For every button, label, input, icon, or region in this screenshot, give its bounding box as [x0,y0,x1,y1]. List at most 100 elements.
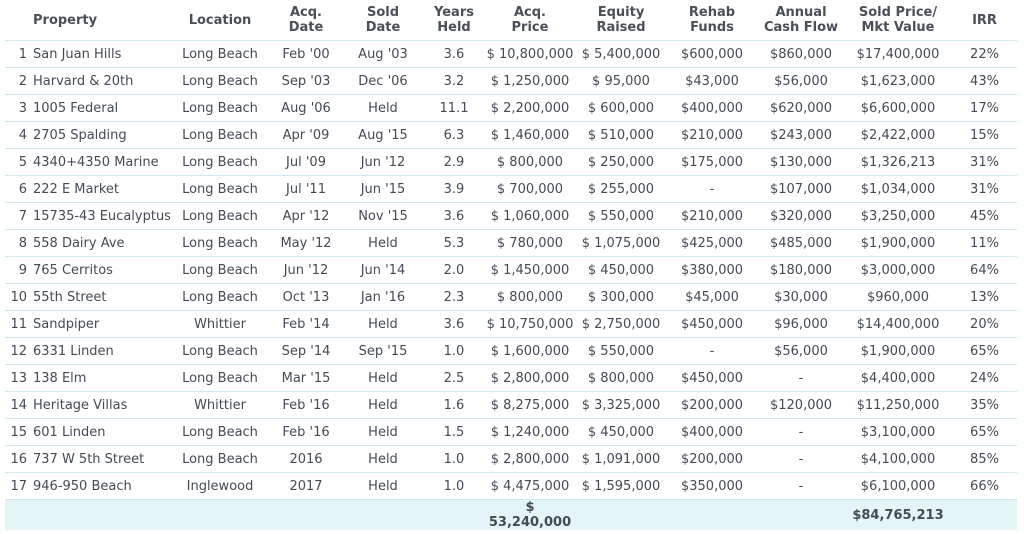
property-cell: 3 1005 Federal [5,94,170,122]
rehab-funds-cell: $350,000 [666,472,758,500]
location-cell: Long Beach [170,94,270,122]
irr-cell: 85% [952,445,1017,473]
property-cell: 13 138 Elm [5,364,170,392]
table-row: 6 222 E Market Long Beach Jul '11 Jun '15 3.9… [5,175,1017,203]
header-annual-cash-flow: Annual Cash Flow [763,5,839,35]
sold-date-cell: Held [342,364,424,392]
irr-cell: 22% [952,40,1017,68]
location-cell: Long Beach [170,418,270,446]
sold-date-cell: Nov '15 [342,202,424,230]
total-acq-price: $ 53,240,000 [484,499,576,530]
property-cell: 2 Harvard & 20th [5,67,170,95]
equity-raised-cell: $ 1,075,000 [576,229,666,257]
acq-date-cell: Feb '16 [270,418,342,446]
acq-date-cell: Feb '14 [270,310,342,338]
sold-price-cell: $4,400,000 [844,364,952,392]
location-cell: Long Beach [170,364,270,392]
years-held-cell: 1.0 [424,472,484,500]
irr-cell: 24% [952,364,1017,392]
table-row: 3 1005 Federal Long Beach Aug '06 Held 11.1 $ … [5,94,1017,122]
portfolio-table: Property Location Acq. Date Sold Date Year… [5,0,1017,530]
row-number: 3 [18,100,27,116]
years-held-cell: 3.2 [424,67,484,95]
irr-cell: 65% [952,418,1017,446]
acq-price-cell: $ 8,275,000 [484,391,576,419]
row-number: 8 [18,235,27,251]
property-name: 6331 Linden [33,343,114,359]
property-cell: 5 4340+4350 Marine [5,148,170,176]
row-number: 10 [10,289,27,305]
acq-price-cell: $ 800,000 [484,148,576,176]
years-held-cell: 2.3 [424,283,484,311]
header-years-held: Years Held [434,5,474,35]
cash-flow-cell: - [758,364,844,392]
rehab-funds-cell: $45,000 [666,283,758,311]
equity-raised-cell: $ 300,000 [576,283,666,311]
header-location: Location [188,12,252,28]
equity-raised-cell: $ 450,000 [576,256,666,284]
equity-raised-cell: $ 1,595,000 [576,472,666,500]
cash-flow-cell: $180,000 [758,256,844,284]
irr-cell: 65% [952,337,1017,365]
rehab-funds-cell: $200,000 [666,391,758,419]
property-cell: 6 222 E Market [5,175,170,203]
sold-price-cell: $6,600,000 [844,94,952,122]
sold-price-cell: $1,034,000 [844,175,952,203]
years-held-cell: 1.0 [424,337,484,365]
row-number: 14 [10,397,27,413]
acq-date-cell: Jul '09 [270,148,342,176]
header-rehab-funds: Rehab Funds [688,5,736,35]
acq-price-cell: $ 1,060,000 [484,202,576,230]
years-held-cell: 11.1 [424,94,484,122]
sold-date-cell: Jun '14 [342,256,424,284]
acq-date-cell: Feb '00 [270,40,342,68]
property-name: 4340+4350 Marine [33,154,159,170]
location-cell: Long Beach [170,175,270,203]
rehab-funds-cell: $450,000 [666,310,758,338]
sold-price-cell: $2,422,000 [844,121,952,149]
sold-price-cell: $960,000 [844,283,952,311]
sold-date-cell: Held [342,418,424,446]
irr-cell: 66% [952,472,1017,500]
sold-date-cell: Jan '16 [342,283,424,311]
cash-flow-cell: $620,000 [758,94,844,122]
header-equity-raised: Equity Raised [596,5,646,35]
property-name: Sandpiper [33,316,100,332]
property-name: 55th Street [33,289,107,305]
cash-flow-cell: $860,000 [758,40,844,68]
row-number: 2 [18,73,27,89]
acq-date-cell: Oct '13 [270,283,342,311]
acq-date-cell: 2017 [270,472,342,500]
totals-spacer-3 [952,499,1017,530]
cash-flow-cell: $243,000 [758,121,844,149]
header-property: Property [33,12,98,28]
acq-price-cell: $ 700,000 [484,175,576,203]
totals-spacer [5,499,484,530]
header-sold-price: Sold Price/Mkt Value [858,5,938,35]
property-name: 15735-43 Eucalyptus [33,208,170,224]
sold-price-cell: $3,250,000 [844,202,952,230]
location-cell: Long Beach [170,283,270,311]
table-row: 12 6331 Linden Long Beach Sep '14 Sep '15 1.0… [5,337,1017,365]
property-name: 1005 Federal [33,100,119,116]
equity-raised-cell: $ 1,091,000 [576,445,666,473]
equity-raised-cell: $ 255,000 [576,175,666,203]
rehab-funds-cell: - [666,337,758,365]
irr-cell: 17% [952,94,1017,122]
location-cell: Long Beach [170,337,270,365]
sold-price-cell: $6,100,000 [844,472,952,500]
acq-date-cell: Apr '09 [270,121,342,149]
equity-raised-cell: $ 250,000 [576,148,666,176]
rehab-funds-cell: $175,000 [666,148,758,176]
table-row: 1 San Juan Hills Long Beach Feb '00 Aug '03 3… [5,40,1017,68]
cash-flow-cell: $130,000 [758,148,844,176]
rehab-funds-cell: $450,000 [666,364,758,392]
property-cell: 8 558 Dairy Ave [5,229,170,257]
rehab-funds-cell: $380,000 [666,256,758,284]
row-number: 16 [10,451,27,467]
years-held-cell: 2.5 [424,364,484,392]
sold-price-cell: $1,326,213 [844,148,952,176]
acq-price-cell: $ 10,800,000 [484,40,576,68]
location-cell: Whittier [170,391,270,419]
property-name: 946-950 Beach [33,478,132,494]
